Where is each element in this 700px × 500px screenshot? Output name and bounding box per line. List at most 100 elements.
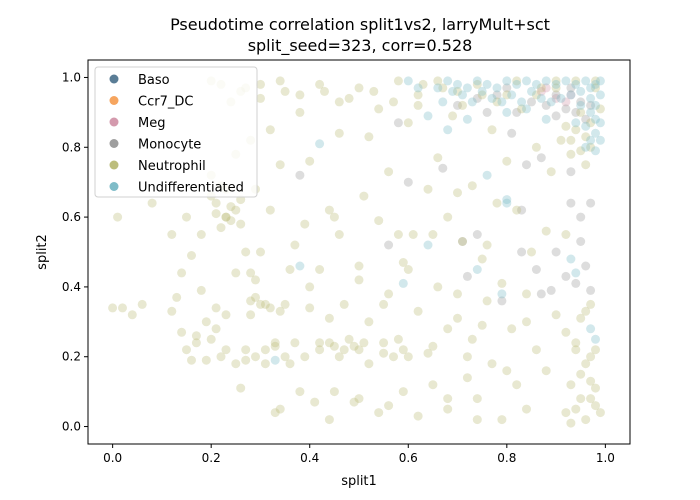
point-neutrophil-77: [379, 348, 389, 358]
point-neutrophil-37: [260, 299, 270, 309]
point-monocyte-19: [527, 97, 536, 107]
point-neutrophil-158: [591, 345, 600, 355]
point-neutrophil-166: [576, 146, 586, 156]
point-monocyte-10: [566, 198, 576, 208]
point-neutrophil-59: [324, 313, 334, 323]
point-neutrophil-191: [354, 345, 364, 355]
y-tick-label-1: 0.2: [62, 350, 81, 364]
point-undifferentiated-32: [586, 107, 596, 117]
point-neutrophil-114: [497, 278, 507, 288]
point-undifferentiated-10: [443, 76, 453, 86]
point-neutrophil-100: [453, 188, 462, 198]
point-neutrophil-131: [551, 76, 561, 86]
point-neutrophil-190: [344, 334, 354, 344]
point-undifferentiated-6: [497, 289, 507, 299]
point-undifferentiated-36: [586, 135, 596, 145]
legend: Baso Ccr7_DC Meg Monocyte Neutrophil Undiffer…: [94, 66, 258, 198]
point-neutrophil-17: [211, 209, 221, 219]
point-neutrophil-70: [359, 191, 369, 201]
point-neutrophil-61: [329, 387, 339, 397]
point-neutrophil-236: [275, 404, 285, 414]
point-neutrophil-186: [275, 306, 285, 316]
legend-marker-2: [109, 117, 119, 127]
point-undifferentiated-15: [492, 83, 502, 93]
point-neutrophil-139: [571, 345, 581, 355]
point-neutrophil-187: [315, 345, 325, 355]
point-neutrophil-179: [251, 352, 260, 362]
point-neutrophil-239: [354, 394, 364, 404]
point-neutrophil-88: [413, 100, 423, 110]
point-neutrophil-207: [334, 97, 344, 107]
point-neutrophil-84: [398, 387, 408, 397]
point-neutrophil-38: [260, 345, 270, 355]
point-monocyte-15: [517, 247, 527, 257]
point-neutrophil-43: [275, 160, 285, 170]
point-neutrophil-185: [246, 296, 256, 306]
point-undifferentiated-16: [502, 76, 512, 86]
point-neutrophil-120: [512, 205, 522, 215]
point-neutrophil-192: [364, 359, 374, 369]
point-undifferentiated-27: [586, 83, 596, 93]
point-undifferentiated-39: [586, 93, 596, 103]
point-neutrophil-92: [423, 348, 433, 358]
point-neutrophil-62: [334, 128, 344, 138]
point-undifferentiated-7: [502, 198, 512, 208]
point-neutrophil-128: [541, 226, 551, 236]
point-neutrophil-132: [551, 310, 561, 320]
point-undifferentiated-21: [551, 79, 561, 89]
point-undifferentiated-40: [591, 100, 600, 110]
point-neutrophil-35: [256, 247, 265, 257]
point-neutrophil-228: [305, 282, 315, 292]
point-neutrophil-116: [502, 90, 512, 100]
point-neutrophil-162: [566, 135, 576, 145]
point-neutrophil-233: [428, 230, 438, 239]
point-neutrophil-148: [591, 401, 600, 411]
x-tick-label-1: 0.2: [202, 451, 221, 465]
point-neutrophil-223: [462, 352, 472, 362]
point-neutrophil-15: [206, 334, 216, 344]
point-neutrophil-235: [477, 254, 487, 264]
point-neutrophil-160: [576, 313, 586, 323]
point-neutrophil-195: [398, 345, 408, 355]
point-meg-0: [536, 86, 546, 96]
point-undifferentiated-1: [315, 139, 325, 149]
point-neutrophil-80: [389, 97, 398, 107]
point-neutrophil-134: [561, 408, 571, 418]
legend-label-0: Baso: [138, 73, 170, 88]
point-undifferentiated-68: [502, 195, 512, 205]
point-neutrophil-57: [320, 86, 329, 96]
point-neutrophil-164: [581, 132, 591, 142]
y-tick-label-0: 0.0: [62, 420, 81, 434]
point-neutrophil-58: [324, 205, 334, 215]
point-neutrophil-82: [393, 230, 403, 239]
data-points: [108, 76, 605, 428]
point-monocyte-41: [507, 128, 517, 138]
point-undifferentiated-53: [527, 86, 536, 96]
point-undifferentiated-12: [462, 83, 472, 93]
point-neutrophil-124: [527, 247, 536, 257]
point-undifferentiated-22: [561, 76, 571, 86]
point-neutrophil-147: [586, 352, 596, 362]
point-monocyte-0: [295, 170, 305, 180]
point-monocyte-27: [551, 90, 561, 100]
point-neutrophil-133: [556, 135, 566, 145]
point-monocyte-31: [453, 100, 462, 110]
point-monocyte-25: [581, 114, 591, 124]
point-neutrophil-18: [211, 303, 221, 313]
point-neutrophil-94: [433, 153, 443, 163]
y-axis-ticks: 0.0 0.2 0.4 0.6 0.8 1.0: [62, 70, 88, 434]
point-neutrophil-197: [201, 317, 211, 327]
point-monocyte-2: [403, 177, 413, 187]
point-neutrophil-60: [329, 341, 339, 351]
point-monocyte-1: [384, 240, 394, 250]
point-neutrophil-163: [571, 125, 581, 135]
point-neutrophil-13: [196, 285, 206, 295]
point-undifferentiated-59: [541, 114, 551, 124]
point-neutrophil-226: [522, 289, 531, 299]
point-undifferentiated-24: [581, 76, 591, 86]
point-neutrophil-46: [285, 359, 295, 369]
point-undifferentiated-58: [522, 104, 531, 114]
point-neutrophil-64: [339, 345, 349, 355]
point-neutrophil-108: [477, 90, 487, 100]
point-neutrophil-196: [191, 331, 201, 341]
